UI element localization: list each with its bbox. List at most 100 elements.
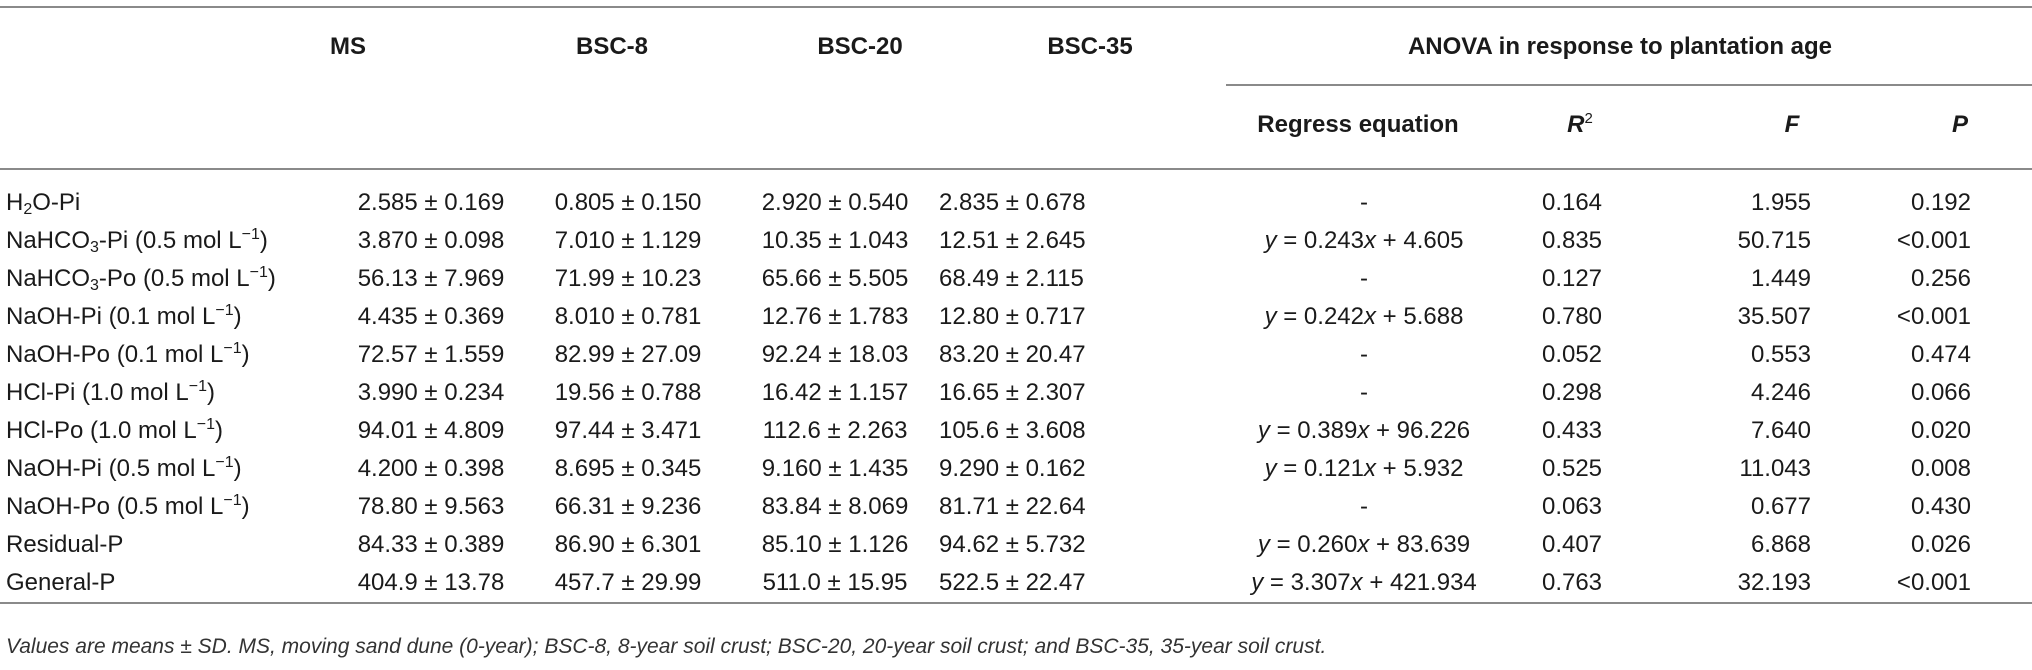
cell-f: 0.553 (1655, 336, 1811, 374)
cell-bsc35: 16.65 ± 2.307 (930, 374, 1239, 412)
cell-bsc35-text: 12.51 ± 2.645 (939, 227, 1086, 254)
table-row: H2O-Pi 2.585 ± 0.169 0.805 ± 0.150 2.920 ± … (0, 184, 1971, 222)
cell-f: 32.193 (1655, 564, 1811, 602)
cell-regress-equation-text: y = 0.260x + 83.639 (1257, 531, 1471, 558)
cell-bsc20-text: 112.6 ± 2.263 (762, 417, 908, 444)
cell-ms: 4.435 ± 0.369 (346, 298, 516, 336)
cell-bsc35: 105.6 ± 3.608 (930, 412, 1239, 450)
cell-p-text: <0.001 (1896, 303, 1971, 330)
cell-bsc20: 9.160 ± 1.435 (740, 450, 930, 488)
cell-bsc8: 66.31 ± 9.236 (516, 488, 740, 526)
cell-bsc8-text: 19.56 ± 0.788 (554, 379, 702, 406)
cell-regress-equation: y = 0.121x + 5.932 (1239, 450, 1489, 488)
table-footnote: Values are means ± SD. MS, moving sand d… (6, 635, 1327, 658)
cell-p-text: 0.430 (1910, 493, 1971, 520)
cell-bsc20: 112.6 ± 2.263 (740, 412, 930, 450)
cell-p-text: 0.026 (1910, 531, 1971, 558)
cell-f: 1.449 (1655, 260, 1811, 298)
row-label: HCl-Po (1.0 mol L−1) (0, 412, 346, 450)
cell-bsc35-text: 2.835 ± 0.678 (939, 189, 1086, 216)
row-label: HCl-Pi (1.0 mol L−1) (0, 374, 346, 412)
top-rule (0, 6, 2032, 8)
cell-bsc20: 2.920 ± 0.540 (740, 184, 930, 222)
cell-regress-equation: y = 0.242x + 5.688 (1239, 298, 1489, 336)
cell-r2-text: 0.835 (1541, 227, 1603, 254)
cell-p: 0.430 (1811, 488, 1971, 526)
cell-r2: 0.063 (1489, 488, 1655, 526)
cell-f: 1.955 (1655, 184, 1811, 222)
row-label: H2O-Pi (0, 184, 346, 222)
cell-f: 7.640 (1655, 412, 1811, 450)
cell-f-text: 1.955 (1750, 189, 1811, 216)
cell-bsc8-text: 97.44 ± 3.471 (554, 417, 702, 444)
cell-bsc35: 83.20 ± 20.47 (930, 336, 1239, 374)
cell-bsc8-text: 86.90 ± 6.301 (554, 531, 702, 558)
cell-ms-text: 3.990 ± 0.234 (357, 379, 505, 406)
cell-regress-equation: y = 0.260x + 83.639 (1239, 526, 1489, 564)
cell-bsc8: 0.805 ± 0.150 (516, 184, 740, 222)
cell-ms: 78.80 ± 9.563 (346, 488, 516, 526)
cell-bsc8-text: 66.31 ± 9.236 (554, 493, 702, 520)
cell-r2: 0.407 (1489, 526, 1655, 564)
cell-bsc20: 12.76 ± 1.783 (740, 298, 930, 336)
table-row: General-P 404.9 ± 13.78 457.7 ± 29.99 511.0… (0, 564, 1971, 602)
cell-p-text: <0.001 (1896, 569, 1971, 596)
cell-r2: 0.127 (1489, 260, 1655, 298)
cell-bsc35-text: 522.5 ± 22.47 (939, 569, 1086, 596)
row-label: General-P (0, 564, 346, 602)
header-bsc20: BSC-20 (817, 33, 903, 60)
cell-bsc8: 457.7 ± 29.99 (516, 564, 740, 602)
cell-regress-equation-text: y = 3.307x + 421.934 (1251, 569, 1477, 596)
cell-p-text: 0.474 (1910, 341, 1971, 368)
header-p: P (1951, 111, 1969, 138)
header-r2: R2 (1567, 110, 1593, 138)
cell-bsc35-text: 81.71 ± 22.64 (939, 493, 1086, 520)
cell-bsc35: 81.71 ± 22.64 (930, 488, 1239, 526)
header-ms: MS (330, 33, 366, 60)
cell-ms-text: 4.200 ± 0.398 (357, 455, 505, 482)
cell-f: 35.507 (1655, 298, 1811, 336)
cell-r2: 0.525 (1489, 450, 1655, 488)
cell-bsc35: 68.49 ± 2.115 (930, 260, 1239, 298)
cell-ms-text: 84.33 ± 0.389 (357, 531, 505, 558)
cell-bsc35-text: 105.6 ± 3.608 (939, 417, 1086, 444)
cell-ms-text: 4.435 ± 0.369 (357, 303, 505, 330)
cell-bsc8-text: 8.695 ± 0.345 (554, 455, 702, 482)
header-anova-group: ANOVA in response to plantation age (1407, 33, 1833, 60)
row-label: NaHCO3-Pi (0.5 mol L−1) (0, 222, 346, 260)
cell-bsc20-text: 2.920 ± 0.540 (761, 189, 909, 216)
cell-bsc35: 94.62 ± 5.732 (930, 526, 1239, 564)
cell-regress-equation-text: - (1360, 341, 1368, 368)
cell-bsc20: 16.42 ± 1.157 (740, 374, 930, 412)
cell-r2: 0.780 (1489, 298, 1655, 336)
cell-r2-text: 0.164 (1541, 189, 1603, 216)
cell-p-text: 0.192 (1910, 189, 1971, 216)
cell-regress-equation: - (1239, 184, 1489, 222)
cell-p: 0.192 (1811, 184, 1971, 222)
bottom-rule (0, 602, 2032, 604)
cell-bsc8-text: 8.010 ± 0.781 (554, 303, 702, 330)
cell-f-text: 11.043 (1739, 455, 1811, 482)
cell-regress-equation-text: y = 0.243x + 4.605 (1264, 227, 1464, 254)
cell-f: 11.043 (1655, 450, 1811, 488)
cell-regress-equation-text: - (1360, 379, 1368, 406)
cell-r2: 0.052 (1489, 336, 1655, 374)
cell-f: 50.715 (1655, 222, 1811, 260)
row-label: NaOH-Po (0.1 mol L−1) (0, 336, 346, 374)
row-label-text: HCl-Po (1.0 mol L−1) (6, 416, 223, 445)
cell-f-text: 0.677 (1750, 493, 1811, 520)
cell-p: 0.026 (1811, 526, 1971, 564)
cell-f: 4.246 (1655, 374, 1811, 412)
cell-ms: 3.870 ± 0.098 (346, 222, 516, 260)
cell-r2: 0.763 (1489, 564, 1655, 602)
cell-regress-equation-text: y = 0.121x + 5.932 (1264, 455, 1464, 482)
cell-bsc20-text: 511.0 ± 15.95 (762, 569, 908, 596)
cell-p: <0.001 (1811, 564, 1971, 602)
cell-r2-text: 0.525 (1541, 455, 1603, 482)
cell-ms-text: 72.57 ± 1.559 (357, 341, 505, 368)
cell-regress-equation-text: y = 0.242x + 5.688 (1264, 303, 1464, 330)
row-label-text: NaOH-Po (0.1 mol L−1) (6, 340, 250, 369)
cell-bsc35: 2.835 ± 0.678 (930, 184, 1239, 222)
row-label-text: NaHCO3-Pi (0.5 mol L−1) (6, 226, 268, 256)
